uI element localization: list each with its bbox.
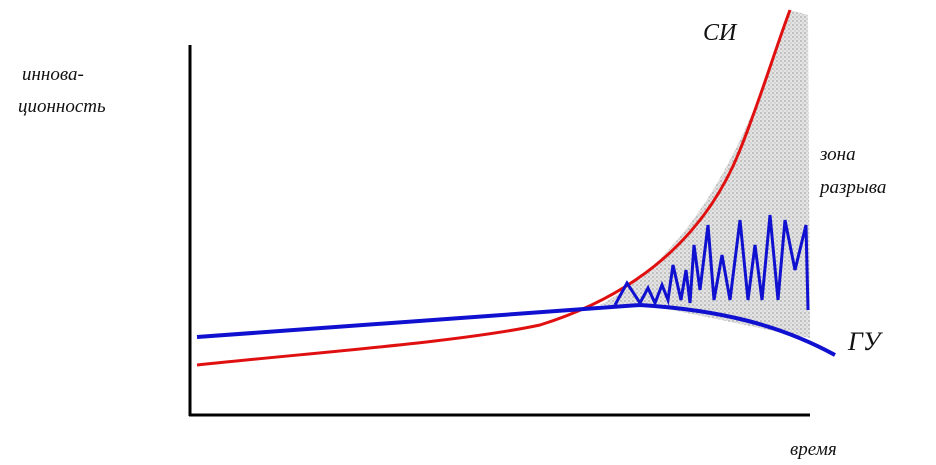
- gu-label: ГУ: [847, 327, 884, 356]
- x-axis-label: время: [790, 439, 837, 460]
- si-label: СИ: [703, 20, 738, 46]
- y-axis-label: иннова-: [22, 64, 84, 85]
- zone-label: зона: [819, 144, 856, 165]
- zone-label: разрыва: [818, 177, 886, 198]
- si-curve: [196, 9, 792, 367]
- gu-curve: [196, 302, 836, 357]
- zigzag: [613, 214, 810, 311]
- y-axis-label: ционность: [18, 96, 106, 117]
